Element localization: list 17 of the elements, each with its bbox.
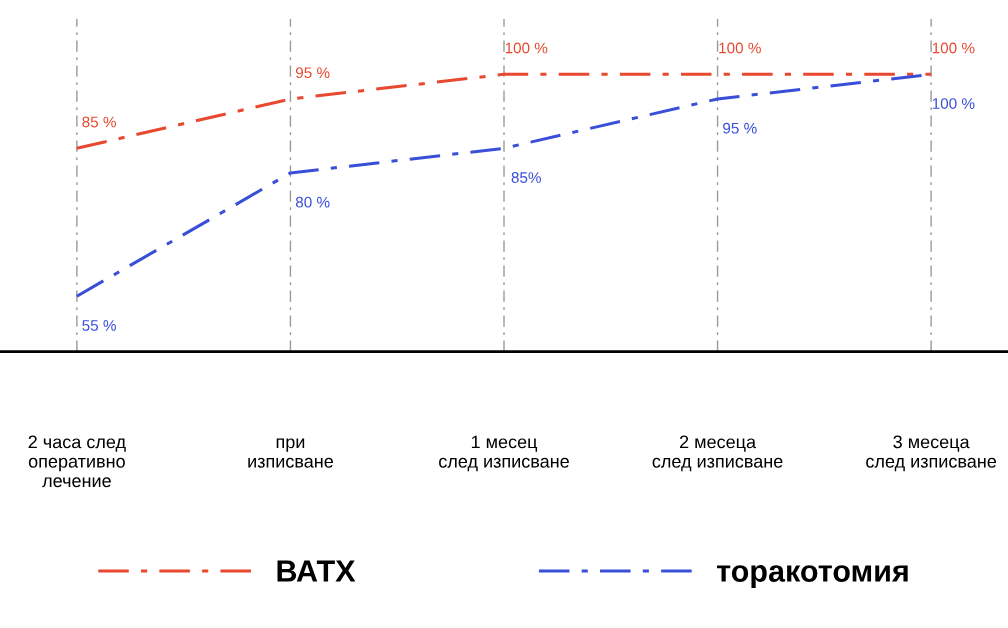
data-label: 95 % [295,67,330,79]
data-label: 100 % [932,42,975,54]
legend-label: ВАТХ [277,560,356,582]
data-label: 80 % [295,196,330,208]
data-label: 100 % [719,42,761,54]
data-label: 85 % [82,116,116,128]
data-label: 95 % [723,122,757,134]
x-tick-label: 1 месец след изписване [439,435,569,472]
legend-label: торакотомия [717,565,908,588]
x-tick-label: при изписване [248,438,333,468]
x-tick-label: 2 месеца след изписване [652,435,783,472]
x-tick-label: 2 часа след оперативно лечение [28,435,126,488]
data-label: 100 % [505,42,548,54]
data-label: 85% [511,172,541,183]
data-label: 100 % [932,98,975,109]
x-tick-label: 3 месеца след изписване [866,435,997,472]
data-label: 55 % [82,320,116,331]
